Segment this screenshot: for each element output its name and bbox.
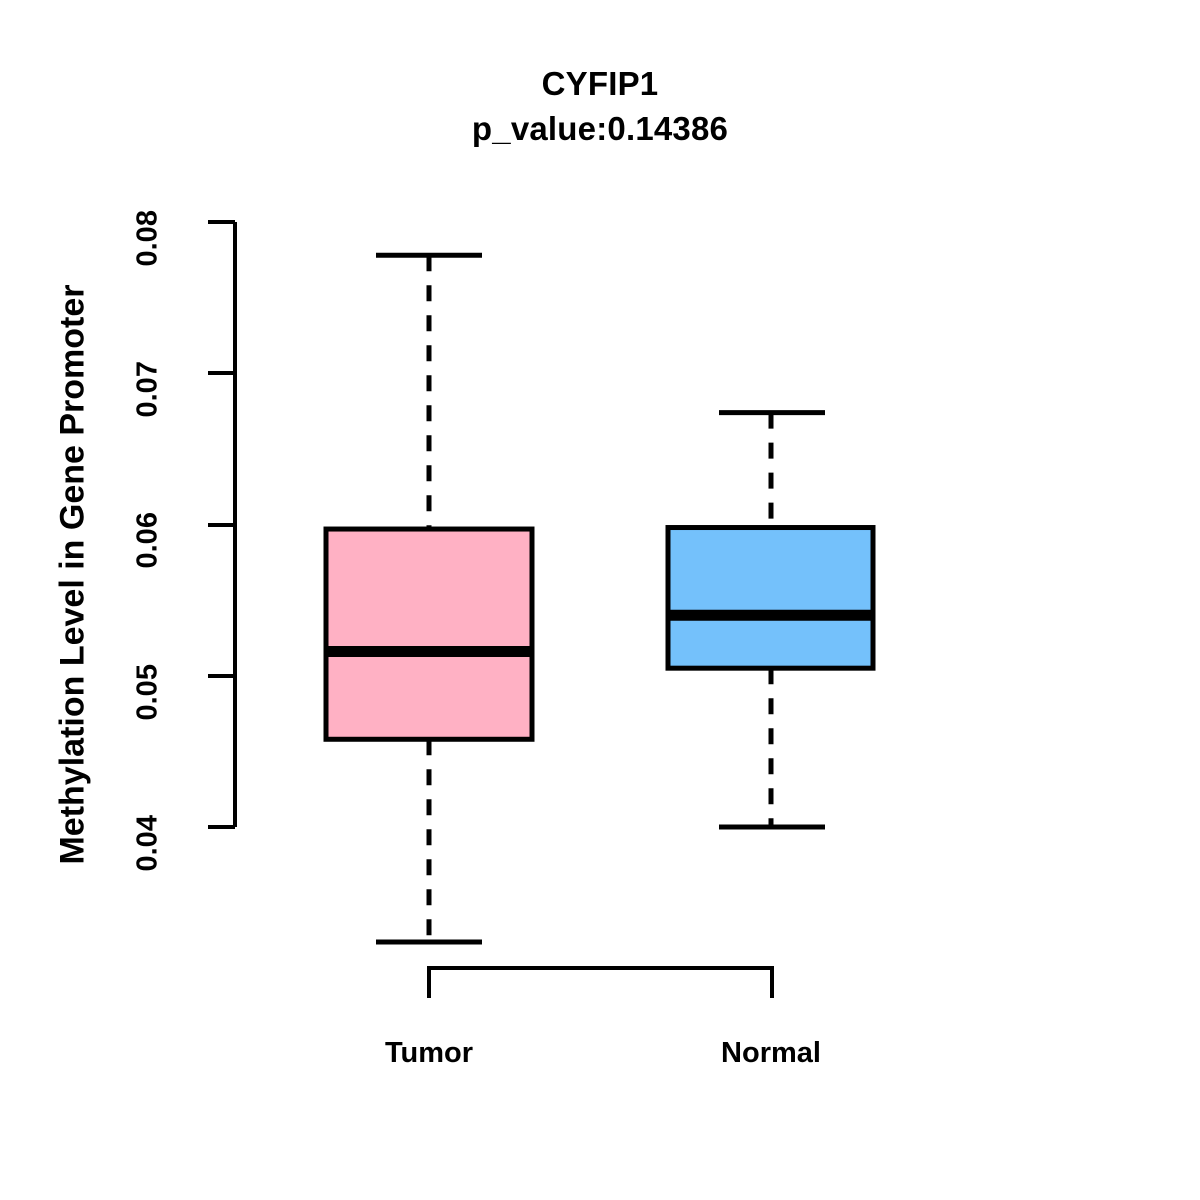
box-group-normal[interactable] xyxy=(665,410,876,830)
y-axis xyxy=(208,220,237,829)
x-tick-label-normal: Normal xyxy=(721,1037,821,1069)
x-tick-label-tumor: Tumor xyxy=(384,1037,474,1069)
x-axis xyxy=(427,966,774,998)
box-group-tumor[interactable] xyxy=(323,252,535,945)
box-normal[interactable] xyxy=(665,525,876,671)
x-axis-bracket xyxy=(427,966,774,998)
box-tumor[interactable] xyxy=(323,526,535,742)
